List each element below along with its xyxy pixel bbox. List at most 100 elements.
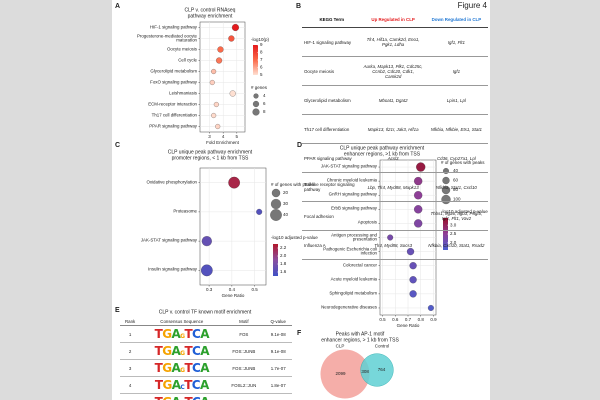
- kegg-table: KEGG Term Up Regulated in CLP Down Regulat…: [302, 11, 488, 260]
- logo-letter: T: [154, 344, 163, 358]
- logo-letter: C: [180, 384, 185, 391]
- y-tick-label: Proteasome: [173, 208, 197, 214]
- x-axis-label: Fold Enrichment: [206, 140, 240, 145]
- dot: [216, 57, 223, 64]
- gene-list: Thbs1, Itga6, Itgb3, Pdgfb, Igf1, Flt1, …: [424, 201, 488, 231]
- chart-title: Peaks with AP-1 motif: [336, 331, 385, 337]
- chart-title: enhancer regions, > 1 kb from TSS: [321, 337, 399, 343]
- logo-letter: T: [155, 395, 163, 400]
- gene-list: Tlr4, Myd88, Socs3: [361, 230, 425, 260]
- table-cell: 2: [120, 342, 141, 360]
- legend-size-dot: [270, 209, 282, 221]
- dot: [409, 276, 417, 284]
- table-row: 3 TGAGTCA FOS::JUNB 1.7e-07: [120, 359, 292, 377]
- x-tick-label: 3: [208, 134, 211, 139]
- x-tick-label: 0.9: [430, 317, 437, 322]
- x-tick-label: 0.6: [392, 317, 399, 322]
- logo-letter: G: [180, 367, 185, 374]
- y-tick-label: JAK-STAT signaling pathway: [140, 237, 197, 243]
- table-cell: FOS::JUNB: [223, 359, 265, 377]
- table-row: HIF-1 signaling pathway Tlr4, Hif1a, Camk…: [302, 27, 488, 57]
- table-title: CLP v. control TF known motif enrichment: [159, 309, 252, 315]
- gene-list: [361, 201, 425, 231]
- logo-letter: A: [200, 378, 209, 392]
- logo-letter: G: [162, 395, 172, 400]
- x-tick-label: 0.5: [379, 317, 386, 322]
- table-cell: 1.7e-07: [264, 359, 292, 377]
- gene-list: Nfkbia, Stat1, Cxcl10: [424, 172, 488, 202]
- venn-count: 308: [361, 369, 369, 374]
- y-tick-label: Sphingolipid metabolism: [329, 290, 377, 296]
- logo-letter: C: [192, 344, 201, 358]
- dot: [231, 23, 239, 32]
- table-header-row: KEGG Term Up Regulated in CLP Down Regulat…: [302, 11, 488, 28]
- dot: [228, 176, 240, 189]
- gene-list: Tlr4, Hif1a, Camk2d, Eno1, Pgk1, Ldha: [361, 27, 425, 57]
- venn-set-label: Control: [375, 344, 390, 349]
- legend-label: 1.8: [280, 261, 287, 266]
- venn-count: 764: [378, 367, 386, 372]
- figure-label: Figure 4: [458, 1, 488, 10]
- logo-letter: T: [154, 378, 163, 392]
- table-cell: 9.1e-08: [264, 342, 292, 360]
- dot: [409, 290, 417, 298]
- x-tick-label: 5: [236, 134, 239, 139]
- gene-list: Igf1, Flt1: [424, 27, 488, 57]
- column-header: Rank: [120, 318, 141, 326]
- table-cell: FOS::JUNB: [223, 393, 265, 400]
- logo-letter: T: [154, 327, 163, 341]
- logo-letter: A: [200, 361, 209, 375]
- x-axis-label: Gene Ratio: [397, 323, 420, 328]
- logo-letter: T: [184, 327, 193, 341]
- chart-title: pathway enrichment: [188, 13, 233, 19]
- legend-size-dot: [253, 93, 259, 99]
- chart-title: promoter regions, < 1 kb from TSS: [172, 155, 249, 161]
- table-cell: 1.8e-07: [264, 376, 292, 394]
- legend-size-dot: [270, 198, 282, 210]
- y-tick-label: Acute myeloid leukemia: [330, 276, 377, 282]
- motif-logo: TGAGTCA: [140, 393, 224, 400]
- legend-label: 2.0: [280, 253, 287, 258]
- y-tick-label: HIF-1 signaling pathway: [149, 24, 197, 30]
- legend-title: -log10 adjusted p-value: [271, 235, 318, 240]
- dot: [427, 304, 434, 311]
- logo-letter: T: [184, 395, 192, 400]
- table-row: Influenza A Tlr4, Myd88, Socs3 Nfkbia, Cxc…: [302, 230, 488, 260]
- column-header: Consensus Sequence: [140, 318, 224, 326]
- x-tick-label: 0.4: [229, 287, 236, 292]
- logo-letter: G: [162, 327, 172, 341]
- legend-size-dot: [252, 108, 260, 116]
- table-header-row: Rank Consensus Sequence Motif Q-value: [120, 318, 292, 326]
- logo-letter: T: [184, 361, 193, 375]
- table-row: 2 TGAGTCA FOS::JUNB 9.1e-08: [120, 342, 292, 360]
- venn-set: [360, 353, 394, 387]
- gene-list: Mboat1, Dgat2: [361, 85, 425, 115]
- logo-letter: T: [154, 361, 163, 375]
- y-tick-label: Progesterone-mediated oocyte maturation: [136, 32, 197, 43]
- y-tick-label: FoxO signaling pathway: [150, 79, 197, 85]
- dot: [201, 236, 212, 247]
- table-cell: 1: [120, 325, 141, 343]
- logo-letter: C: [192, 361, 201, 375]
- gene-list: Aurka, Mapk13, Plk1, Cdc25c, Ccnb2, Cdc2…: [361, 56, 425, 86]
- y-tick-label: Th17 cell differentiation: [151, 112, 197, 118]
- motif-logo: TGACTCA: [140, 376, 224, 394]
- dot: [228, 35, 235, 42]
- table-cell: 5: [120, 393, 141, 400]
- legend-label: 40: [283, 212, 289, 217]
- logo-letter: A: [171, 344, 181, 358]
- legend-label: 8: [260, 50, 263, 55]
- kegg-term: Oocyte meiosis: [302, 56, 362, 86]
- table-row: Oocyte meiosis Aurka, Mapk13, Plk1, Cdc25…: [302, 56, 488, 86]
- y-tick-label: PPAR signaling pathway: [149, 123, 197, 129]
- table-cell: 2.4e-07: [264, 393, 292, 400]
- logo-letter: A: [171, 361, 181, 375]
- kegg-term: Influenza A: [302, 230, 362, 260]
- column-header: Motif: [223, 318, 265, 326]
- gene-list: Igf1: [424, 56, 488, 86]
- logo-letter: A: [171, 378, 181, 392]
- y-tick-label: Insulin signaling pathway: [148, 267, 197, 273]
- logo-letter: C: [191, 378, 201, 392]
